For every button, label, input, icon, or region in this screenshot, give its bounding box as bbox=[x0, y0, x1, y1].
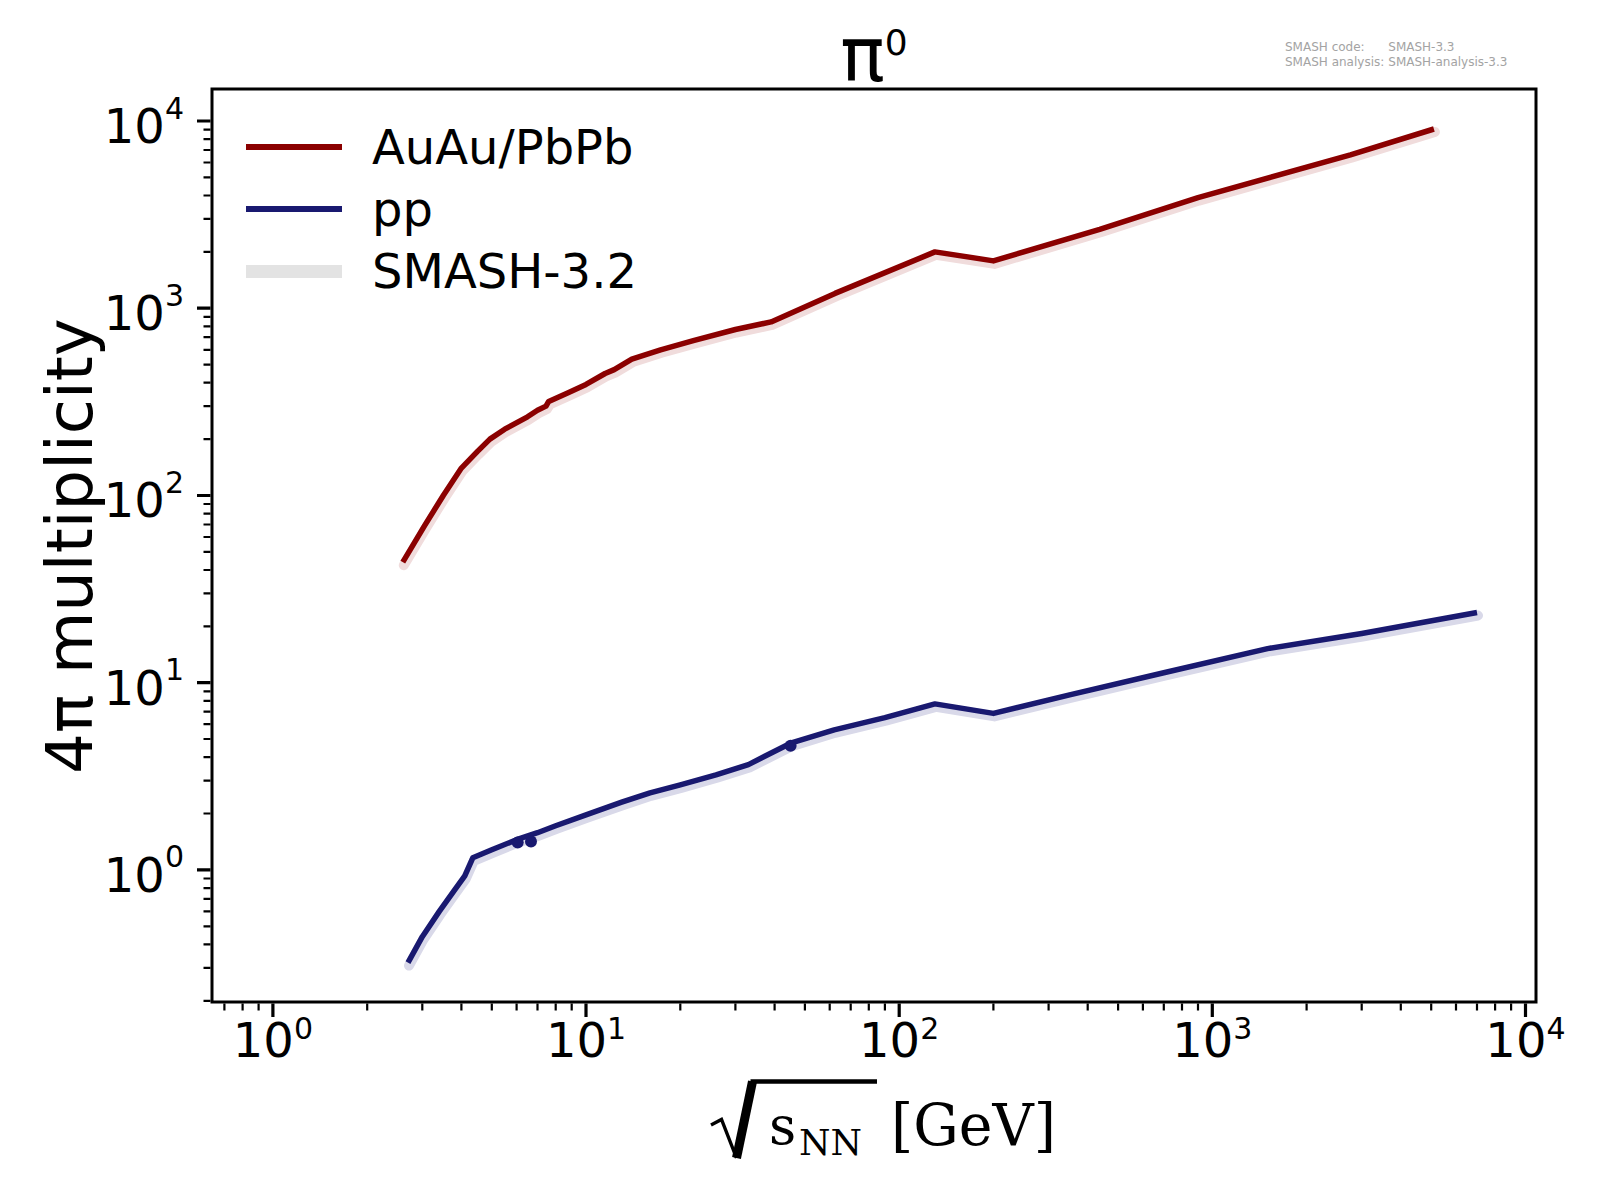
legend-swatch-auaupbpb bbox=[246, 144, 342, 150]
legend-swatch-pp bbox=[246, 206, 342, 212]
legend-item-pp: pp bbox=[246, 178, 637, 240]
x-tick-label: 100 bbox=[193, 1012, 353, 1068]
legend: AuAu/PbPb pp SMASH-3.2 bbox=[246, 116, 637, 302]
legend-item-smash32: SMASH-3.2 bbox=[246, 240, 637, 302]
series-band-pp bbox=[409, 616, 1478, 966]
y-tick-label: 101 bbox=[0, 654, 184, 722]
smash-version-annotation: SMASH code: SMASH-3.3 SMASH analysis: SM… bbox=[1285, 40, 1507, 69]
x-label-subscript: NN bbox=[799, 1125, 862, 1161]
x-tick-label: 103 bbox=[1132, 1012, 1292, 1068]
annotation-value: SMASH-analysis-3.3 bbox=[1388, 55, 1507, 70]
legend-item-auaupbpb: AuAu/PbPb bbox=[246, 116, 637, 178]
legend-swatch-smash32 bbox=[246, 265, 342, 278]
series-line-pp bbox=[408, 613, 1477, 963]
x-tick-label: 102 bbox=[819, 1012, 979, 1068]
x-tick-label: 104 bbox=[1445, 1012, 1600, 1068]
y-tick-label: 104 bbox=[0, 92, 184, 160]
x-label-radicand: s bbox=[769, 1099, 796, 1152]
y-tick-label: 103 bbox=[0, 279, 184, 347]
y-tick-label: 100 bbox=[0, 841, 184, 909]
x-axis-label: s NN [GeV] bbox=[705, 1073, 1085, 1173]
y-tick-label: 102 bbox=[0, 466, 184, 534]
x-label-unit: [GeV] bbox=[891, 1097, 1056, 1154]
figure: { "title": {"base": "π", "sup": "0"}, "a… bbox=[0, 0, 1600, 1200]
annotation-label: SMASH code: bbox=[1285, 40, 1384, 55]
data-point-marker bbox=[525, 835, 537, 847]
x-tick-label: 101 bbox=[506, 1012, 666, 1068]
annotation-value: SMASH-3.3 bbox=[1388, 40, 1507, 55]
annotation-label: SMASH analysis: bbox=[1285, 55, 1384, 70]
data-point-marker bbox=[512, 837, 524, 849]
data-point-marker bbox=[785, 740, 797, 752]
